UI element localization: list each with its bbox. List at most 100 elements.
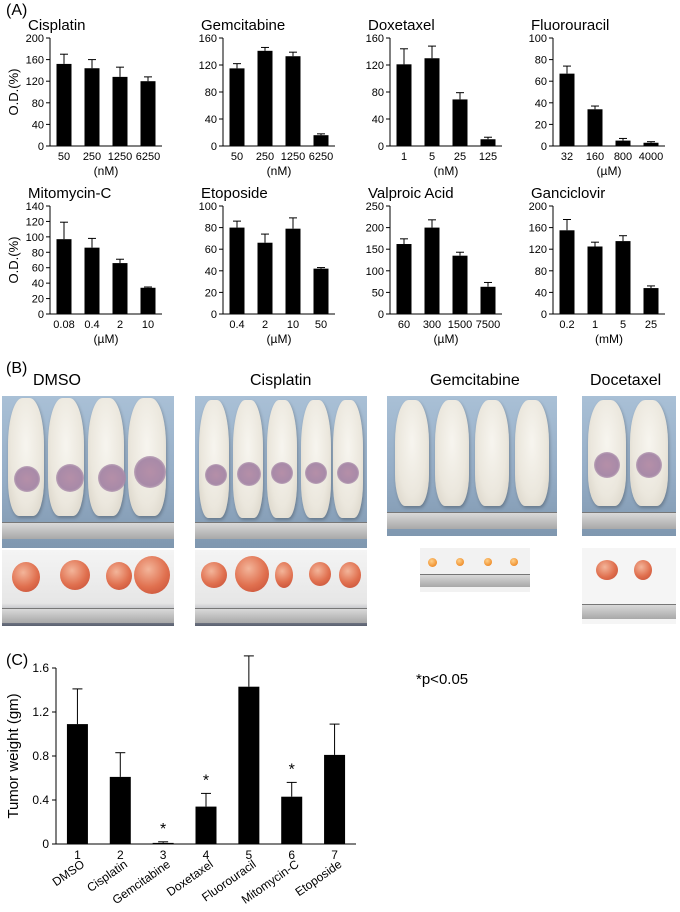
group-label-dmso: DMSO [33,372,81,389]
x-tick-label: DMSO [50,857,88,889]
y-tick-label: 20 [205,287,217,299]
y-axis-label: O.D.(%) [6,237,21,284]
y-tick-label: 120 [26,76,44,88]
bar [66,724,88,844]
bar [324,754,346,844]
x-tick-label: 60 [398,319,410,331]
bar [112,76,128,146]
x-tick-label: 6250 [309,151,333,163]
mini-chart-5: Etoposide 0 20 40 60 80 100 0.4 2 10 50 (µM) [199,185,335,346]
y-tick-label: 80 [535,266,547,278]
x-tick-label: 250 [83,151,101,163]
bar [281,796,303,844]
x-unit-label: (µM) [597,164,622,178]
bar [257,242,273,314]
y-tick-label: 0 [38,309,44,321]
y-tick-label: 40 [205,114,217,126]
significance-marker: * [203,772,209,789]
bar [643,142,659,146]
x-unit-label: (µM) [434,332,459,346]
bar [229,68,245,146]
y-tick-label: 80 [205,87,217,99]
x-unit-label: (nM) [434,164,459,178]
y-tick-label: 1.2 [32,705,49,719]
mini-chart-7: Ganciclovir 0 40 80 120 160 200 0.2 1 5 25 (mM) [529,185,665,346]
x-tick-label: 6250 [136,151,160,163]
chart-title: Doxetaxel [368,17,435,34]
y-tick-label: 0 [211,309,217,321]
y-tick-label: 40 [372,114,384,126]
mini-chart-3: Fluorouracil 0 20 40 60 80 100 32 160 800 4000 (µM) [529,17,665,178]
significance-marker: * [289,761,295,778]
gemcitabine-tumors-photo [420,548,530,592]
x-tick-label: 125 [479,151,497,163]
x-tick-label: Etoposide [293,857,345,899]
group-label-gemcitabine: Gemcitabine [430,372,520,389]
y-tick-label: 0 [541,141,547,153]
significance-marker: * [160,821,166,838]
bar [313,135,329,146]
y-tick-label: 80 [205,223,217,235]
y-tick-label: 0 [38,141,44,153]
x-tick-label: 7500 [476,319,500,331]
y-tick-label: 120 [199,60,217,72]
y-tick-label: 150 [366,244,384,256]
x-tick-label: 25 [645,319,657,331]
bar [84,247,100,314]
y-tick-label: 160 [366,33,384,45]
bar [56,239,72,314]
x-tick-label: 0.2 [559,319,574,331]
bar [643,288,659,314]
y-tick-label: 100 [26,232,44,244]
y-tick-label: 40 [32,119,44,131]
x-tick-number: 1 [74,848,81,862]
x-tick-label: 5 [429,151,435,163]
y-tick-label: 200 [26,33,44,45]
x-tick-label: 10 [142,319,154,331]
bar [396,64,412,146]
x-tick-number: 3 [160,848,167,862]
mini-chart-1: Gemcitabine 0 40 80 120 160 50 250 1250 6250 (nM) [199,17,335,178]
y-tick-label: 80 [32,98,44,110]
bar [140,81,156,146]
x-tick-label: 800 [614,151,632,163]
panel-label-a: (A) [6,2,28,19]
y-tick-label: 80 [32,247,44,259]
x-tick-label: 0.4 [84,319,99,331]
y-tick-label: 160 [199,33,217,45]
y-tick-label: 60 [205,244,217,256]
x-tick-label: 1250 [281,151,305,163]
x-tick-label: 50 [58,151,70,163]
bar [56,63,72,146]
y-tick-label: 120 [26,216,44,228]
y-tick-label: 100 [529,33,547,45]
chart-title: Etoposide [201,185,268,202]
y-tick-label: 60 [535,76,547,88]
y-tick-label: 160 [529,223,547,235]
mini-chart-6: Valproic Acid 0 50 100 150 200 250 60 300 1500 750… [366,185,502,346]
x-tick-number: 4 [203,848,210,862]
y-tick-label: 40 [205,266,217,278]
x-tick-label: 2 [262,319,268,331]
y-tick-label: 40 [535,98,547,110]
x-tick-label: 50 [315,319,327,331]
x-unit-label: (mM) [595,332,623,346]
x-tick-label: 2 [117,319,123,331]
y-tick-label: 0 [378,141,384,153]
bar [559,73,575,146]
group-label-cisplatin: Cisplatin [250,372,312,389]
chart-title: Mitomycin-C [28,185,112,202]
y-tick-label: 80 [535,55,547,67]
x-tick-label: 0.4 [229,319,244,331]
y-tick-label: 160 [26,55,44,67]
y-tick-label: 250 [366,201,384,213]
bar [84,68,100,146]
dmso-tumors-photo [2,550,174,626]
bar [285,228,301,314]
bar [587,246,603,314]
chart-title: Fluorouracil [531,17,609,34]
bar [424,58,440,146]
x-tick-label: 32 [561,151,573,163]
y-tick-label: 0 [211,141,217,153]
